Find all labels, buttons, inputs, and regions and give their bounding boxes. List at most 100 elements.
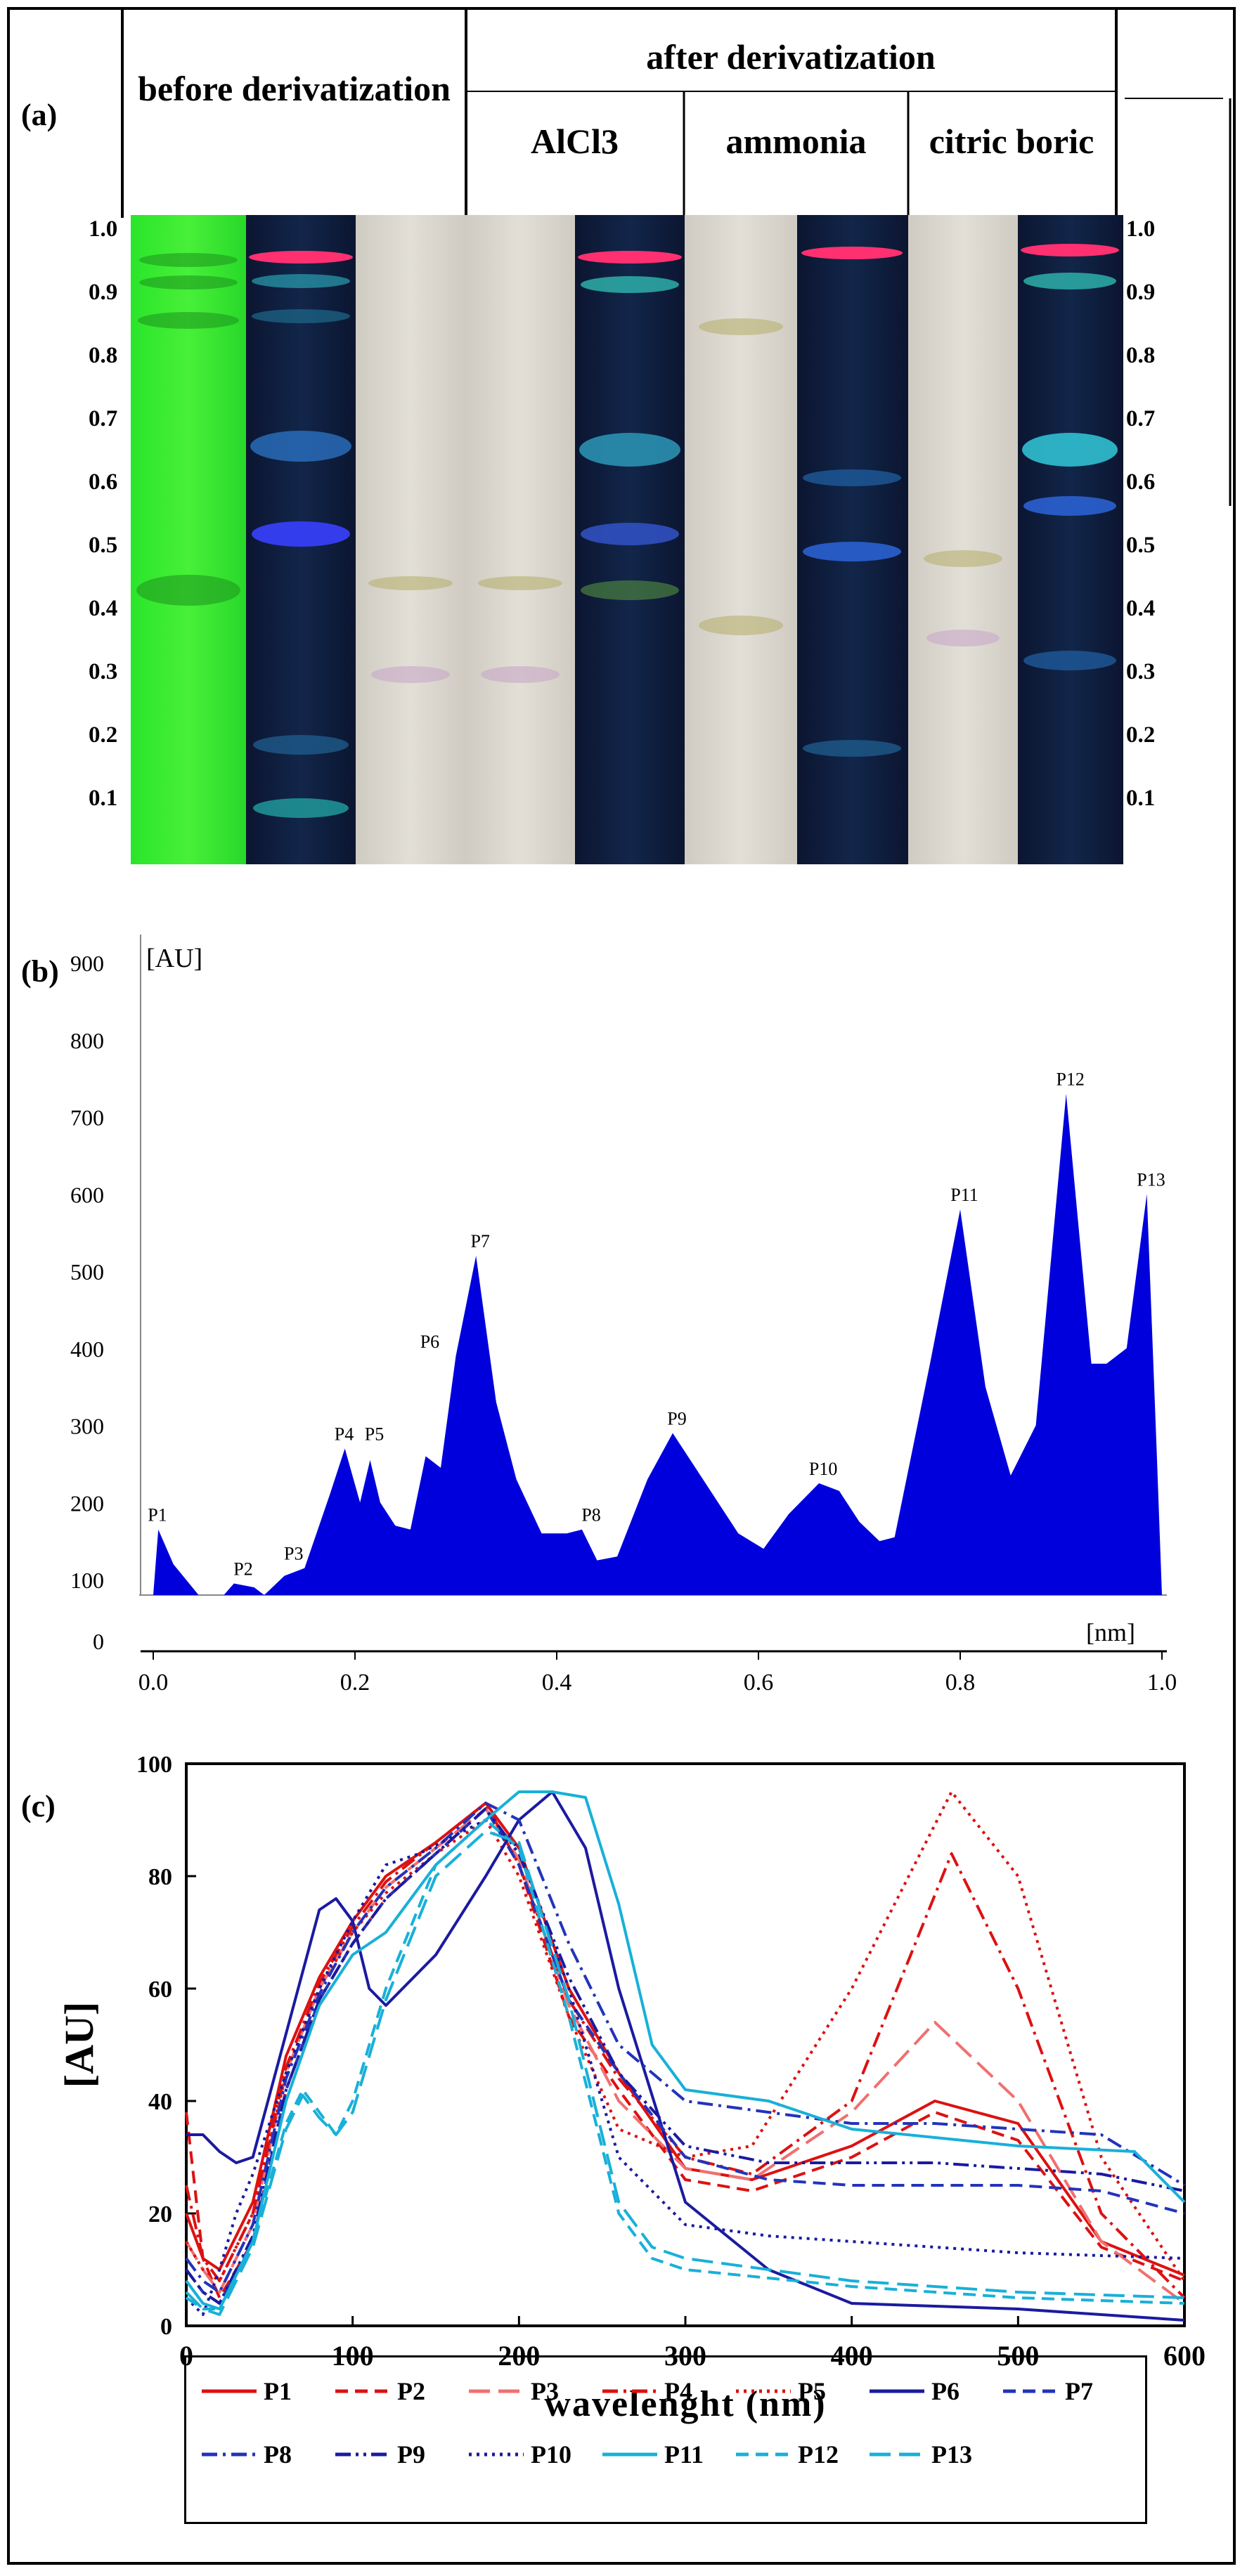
b-x-tick-label: 0.0: [138, 1670, 169, 1696]
legend-label-P10: P10: [531, 2440, 571, 2468]
panel-label-b: (b): [21, 954, 59, 989]
b-peak-label-P11: P11: [950, 1185, 978, 1205]
b-peak-label-P5: P5: [365, 1424, 384, 1444]
c-series-line-P8: [185, 1802, 1186, 2294]
b-y-tick-label: 200: [70, 1490, 104, 1516]
rf-tick-left-0.9: 0.9: [89, 280, 118, 305]
c-series-line-P1: [185, 1802, 1185, 2277]
c-series-line-P13: [185, 1830, 1185, 2316]
c-series-lines: [185, 1790, 1186, 2322]
legend-label-P4: P4: [664, 2377, 692, 2405]
panel-a-header-lines: [121, 10, 1232, 506]
b-peak-label-P9: P9: [667, 1409, 686, 1429]
rf-tick-left-0.1: 0.1: [89, 786, 118, 811]
b-y-axis-label: [AU]: [146, 944, 202, 973]
rf-tick-left-0.3: 0.3: [89, 659, 118, 684]
header-citric-boric: citric boric: [929, 122, 1094, 161]
b-y-axis-ticks: 0 100 200 300 400 500 600 700 800 900: [70, 951, 104, 1654]
c-x-tick-label: 600: [1163, 2340, 1206, 2372]
c-y-tick-label: 0: [160, 2314, 172, 2340]
b-y-tick-label: 300: [70, 1414, 104, 1439]
c-legend-entries: P1 P2 P3 P4 P5 P6 P7 P8 P9 P10 P11 P12 P13: [202, 2377, 1093, 2468]
header-alcl3: AlCl3: [531, 122, 619, 161]
b-peak-label-P4: P4: [335, 1424, 354, 1444]
legend-label-P1: P1: [264, 2377, 292, 2405]
rf-tick-left-0.4: 0.4: [89, 596, 118, 621]
b-peak-label-P6: P6: [420, 1332, 439, 1352]
rf-tick-right-0.7: 0.7: [1126, 406, 1156, 431]
legend-label-P13: P13: [931, 2440, 972, 2468]
b-chromatogram-area: [153, 1093, 1162, 1595]
rf-tick-right-0.8: 0.8: [1126, 343, 1156, 368]
rf-tick-right-0.2: 0.2: [1126, 722, 1156, 748]
rf-tick-right-0.4: 0.4: [1126, 596, 1156, 621]
legend-label-P5: P5: [798, 2377, 826, 2405]
b-peak-label-P8: P8: [581, 1505, 600, 1526]
legend-label-P6: P6: [931, 2377, 960, 2405]
c-series-line-P12: [185, 1819, 1185, 2310]
b-x-tick-label: 0.4: [542, 1670, 572, 1696]
b-x-tick-label: 1.0: [1147, 1670, 1177, 1696]
legend-label-P12: P12: [798, 2440, 839, 2468]
c-series-line-P11: [185, 1790, 1186, 2310]
b-y-tick-label: 500: [70, 1259, 104, 1284]
b-y-tick-label: 400: [70, 1336, 104, 1362]
b-peak-label-P2: P2: [233, 1559, 252, 1580]
rf-tick-left-1.0: 1.0: [89, 216, 118, 242]
c-series-line-P10: [185, 1819, 1185, 2316]
legend-label-P9: P9: [397, 2440, 425, 2468]
rf-tick-left-0.8: 0.8: [89, 343, 118, 368]
c-x-axis-label: wavelenght (nm): [544, 2384, 826, 2424]
b-y-tick-label: 600: [70, 1182, 104, 1207]
b-peak-label-P3: P3: [284, 1544, 303, 1564]
legend-label-P7: P7: [1065, 2377, 1093, 2405]
panel-label-a: (a): [21, 98, 58, 132]
b-x-tick-label: 0.2: [340, 1670, 370, 1696]
header-after-derivatization: after derivatization: [646, 37, 936, 77]
panel-label-c: (c): [21, 1789, 56, 1823]
rf-tick-left-0.7: 0.7: [89, 406, 118, 431]
c-y-tick-label: 20: [148, 2201, 172, 2227]
rf-tick-right-0.1: 0.1: [1126, 786, 1156, 811]
legend-label-P8: P8: [264, 2440, 292, 2468]
rf-tick-right-0.6: 0.6: [1126, 469, 1156, 495]
c-y-axis-ticks: 0 20 40 60 80 100: [136, 1752, 196, 2340]
legend-label-P11: P11: [664, 2440, 704, 2468]
c-series-line-P9: [185, 1807, 1185, 2305]
c-y-tick-label: 60: [148, 1977, 172, 2003]
c-y-tick-label: 40: [148, 2089, 172, 2115]
b-peak-labels: P1 P2 P3 P4 P5 P6 P7 P8 P9 P10 P11 P12 P13: [148, 1069, 1165, 1580]
header-before-derivatization: before derivatization: [138, 69, 451, 108]
c-legend: P1 P2 P3 P4 P5 P6 P7 P8 P9 P10 P11 P12 P13: [184, 2355, 1147, 2524]
b-y-tick-label: 800: [70, 1028, 104, 1053]
rf-tick-right-1.0: 1.0: [1126, 216, 1156, 242]
b-y-tick-label: 700: [70, 1105, 104, 1131]
b-x-axis-label: [nm]: [1086, 1618, 1135, 1646]
b-peak-label-P13: P13: [1137, 1169, 1165, 1190]
rf-tick-right-0.5: 0.5: [1126, 533, 1156, 558]
b-y-tick-label: 900: [70, 951, 104, 976]
b-peak-label-P10: P10: [809, 1459, 837, 1479]
b-y-tick-label: 100: [70, 1568, 104, 1593]
rf-tick-left-0.5: 0.5: [89, 533, 118, 558]
b-x-tick-label: 0.6: [744, 1670, 774, 1696]
c-y-tick-label: 80: [148, 1864, 172, 1890]
tlc-plate: [131, 215, 1123, 864]
rf-tick-right-0.9: 0.9: [1126, 280, 1156, 305]
c-plot-box: [185, 1762, 1186, 2327]
b-y-tick-label: 0: [93, 1629, 104, 1654]
c-y-tick-label: 100: [136, 1752, 172, 1778]
b-x-axis-ticks: 0.0 0.2 0.4 0.6 0.8 1.0: [138, 1651, 1177, 1696]
c-series-line-P6: [186, 1790, 1185, 2322]
rf-tick-left-0.2: 0.2: [89, 722, 118, 748]
rf-tick-right-0.3: 0.3: [1126, 659, 1156, 684]
header-ammonia: ammonia: [725, 122, 867, 161]
b-peak-label-P1: P1: [148, 1505, 167, 1526]
legend-label-P3: P3: [531, 2377, 559, 2405]
chromatogram-chart: 0 100 200 300 400 500 600 700 800 900 [AU] P1 P2 P3…: [70, 935, 1177, 1696]
figure-frame: [7, 7, 1236, 2565]
b-x-tick-label: 0.8: [945, 1670, 976, 1696]
c-y-axis-label: [AU]: [56, 2002, 102, 2088]
b-peak-label-P12: P12: [1056, 1069, 1084, 1090]
